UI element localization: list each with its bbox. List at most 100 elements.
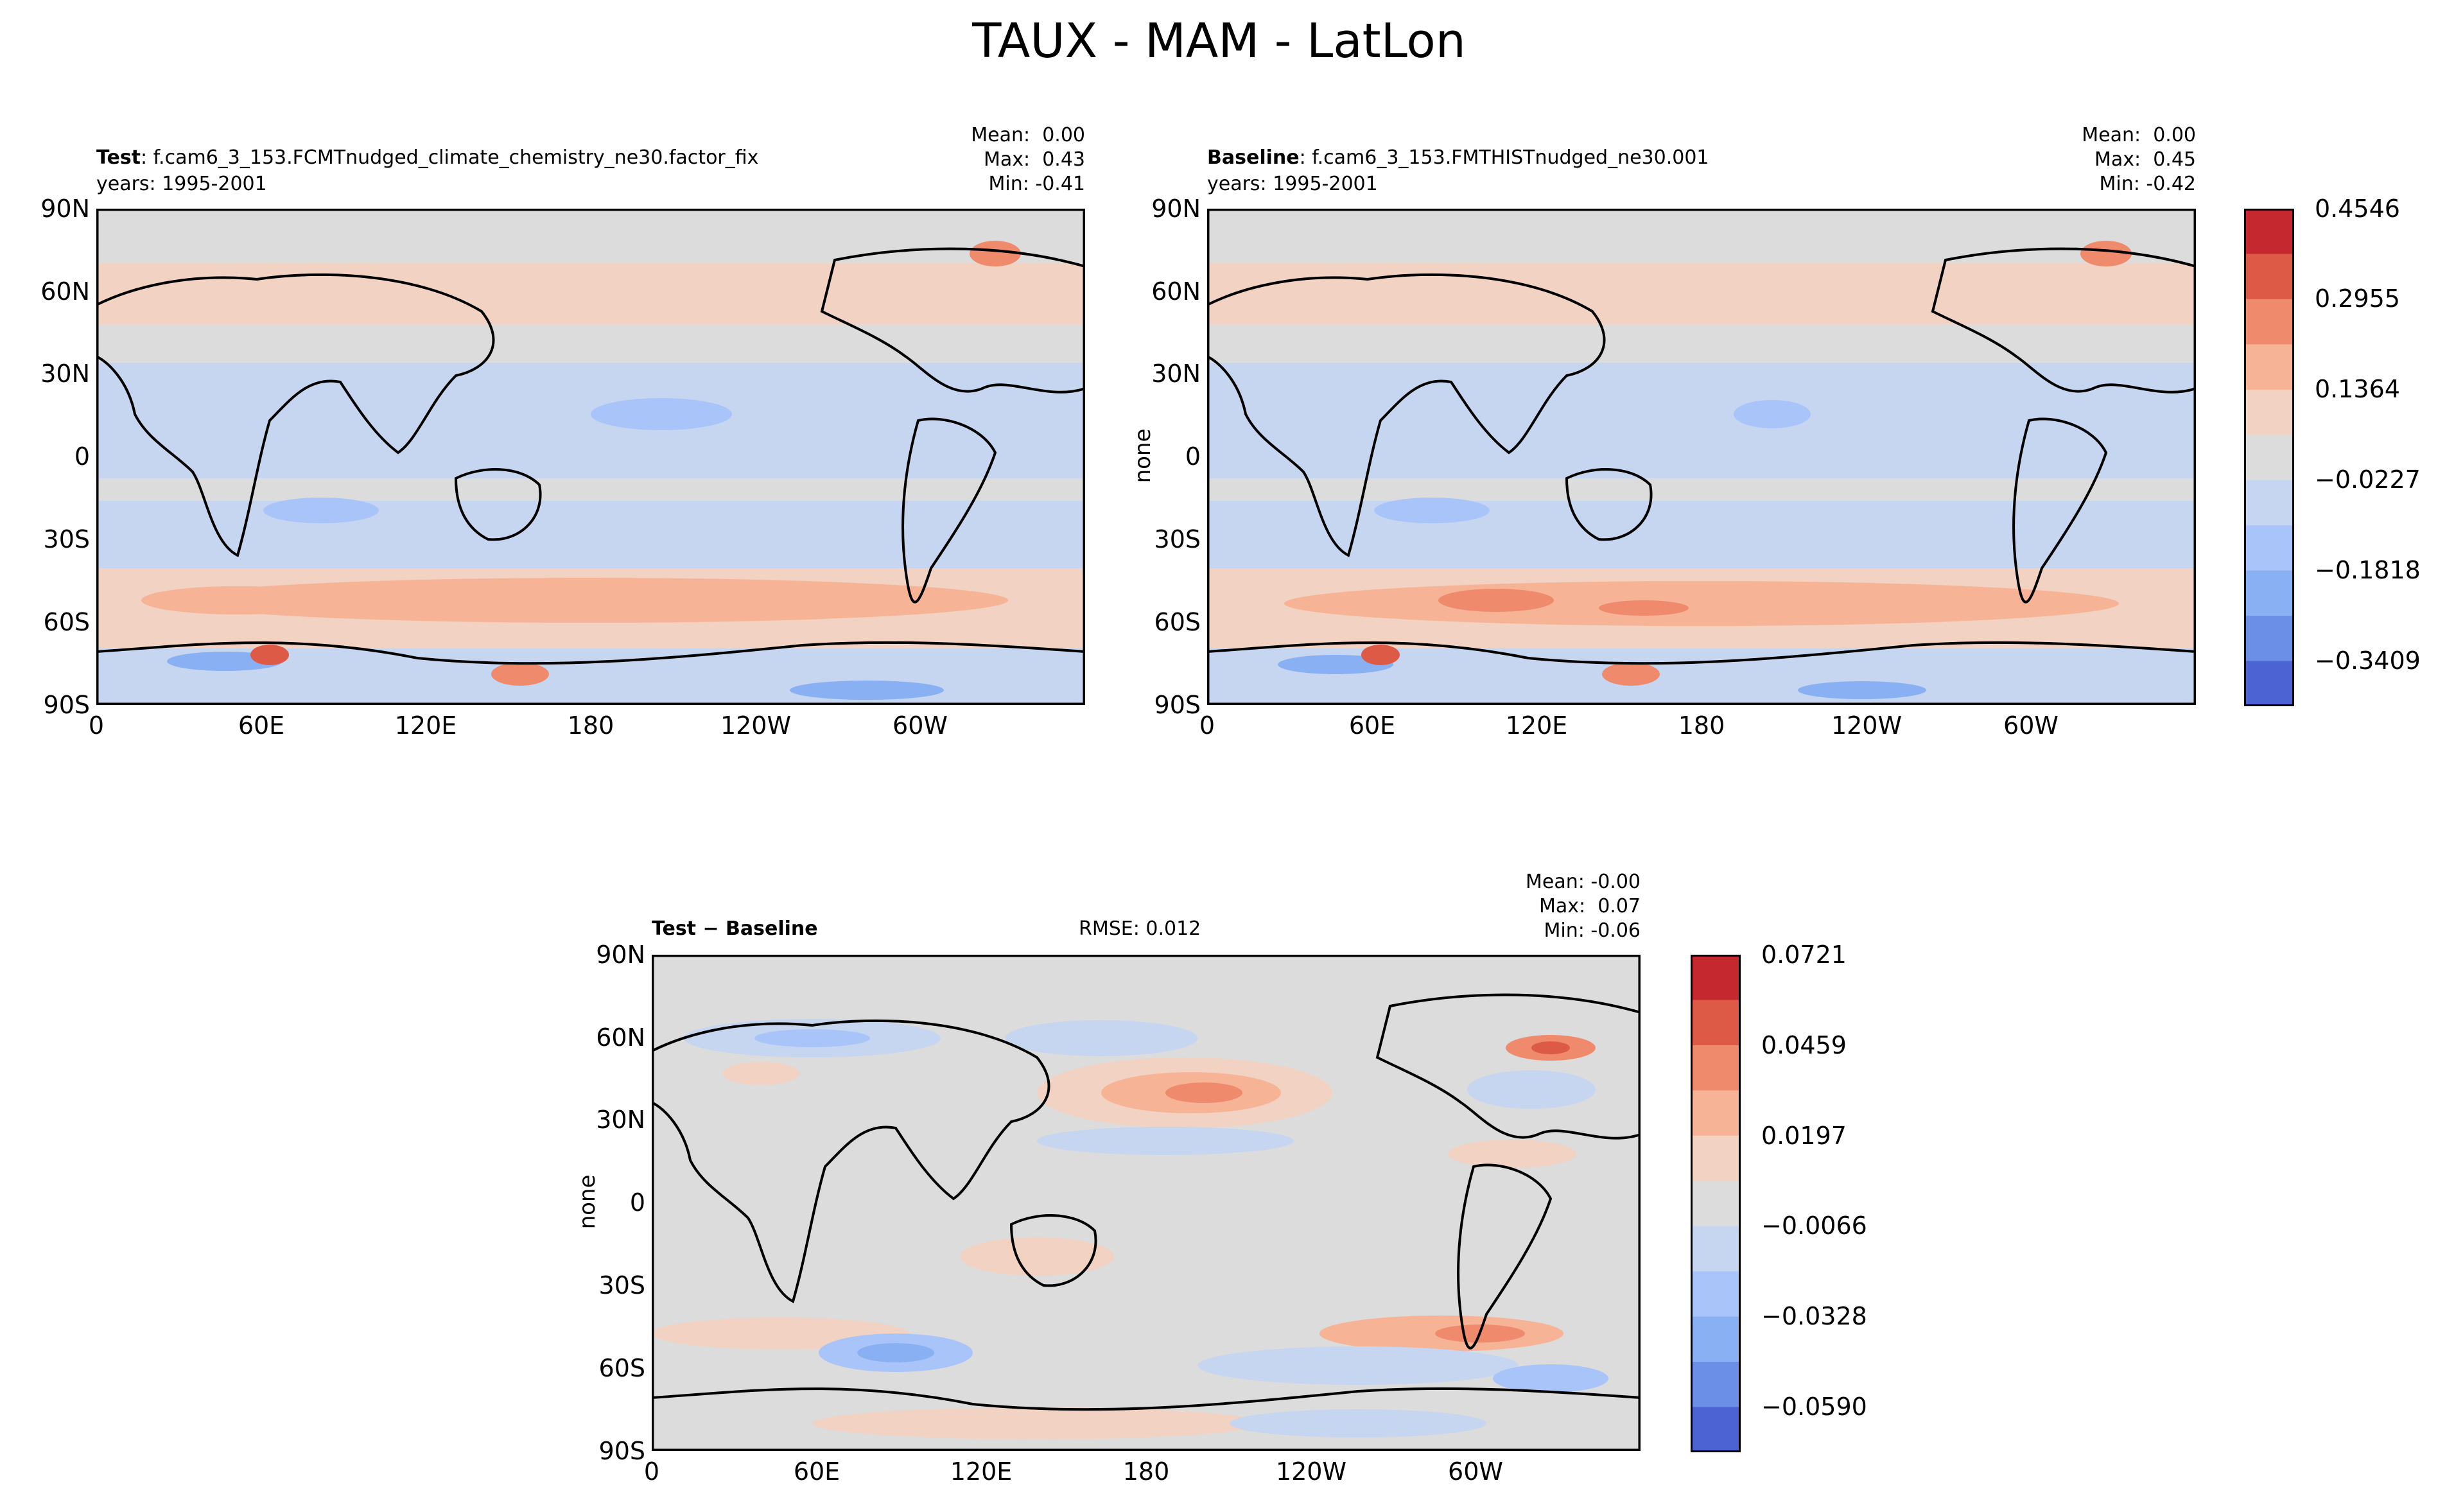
test-max: Max: 0.43	[984, 148, 1085, 171]
diff-xtick: 120E	[950, 1457, 1013, 1486]
diff-colorbar-swatch	[1691, 1090, 1741, 1136]
diff-blue-south-2	[1197, 1346, 1519, 1385]
diff-panel-stats: Mean: -0.00 Max: 0.07 Min: -0.06	[1448, 870, 1641, 943]
test-mean: Mean: 0.00	[971, 124, 1085, 146]
diff-blue-antarctic	[1230, 1409, 1486, 1438]
test-north-america-coast	[820, 247, 1085, 394]
baseline-north-america-coast	[1931, 247, 2196, 394]
test-coastlines	[96, 247, 1085, 665]
test-xtick: 60E	[238, 711, 285, 740]
test-australia-coast	[454, 468, 542, 541]
test-map-frame	[96, 209, 1085, 705]
main-colorbar-swatch	[2244, 570, 2294, 616]
baseline-ytick: 90N	[1151, 195, 1201, 223]
baseline-band-nh-midlat	[1207, 263, 2196, 324]
test-trade-core	[591, 398, 732, 430]
test-xtick: 120W	[720, 711, 792, 740]
diff-coastlines	[652, 993, 1641, 1411]
baseline-south-america-coast	[2012, 417, 2108, 604]
baseline-xtick: 0	[1199, 711, 1215, 740]
diff-australia-coast	[1009, 1214, 1097, 1287]
diff-blue-south-1-core	[857, 1343, 934, 1362]
test-jet-core-west	[141, 586, 334, 614]
diff-colorbar-tick: −0.0066	[1761, 1212, 1867, 1240]
baseline-panel-stats: Mean: 0.00 Max: 0.45 Min: -0.42	[2003, 123, 2196, 196]
diff-colorbar-frame	[1691, 955, 1741, 1452]
diff-red-caribbean	[1448, 1140, 1576, 1168]
baseline-blue-patch-2	[1798, 681, 1926, 699]
test-ytick: 30N	[40, 360, 90, 388]
diff-colorbar-swatch	[1691, 1226, 1741, 1272]
diff-south-america-coast	[1457, 1163, 1553, 1350]
baseline-xtick: 180	[1678, 711, 1725, 740]
diff-blue-nh-2	[1005, 1020, 1197, 1056]
test-antarctica-coast	[96, 641, 1085, 665]
diff-colorbar-swatch	[1691, 1181, 1741, 1227]
baseline-red-patch-2	[1602, 663, 1660, 686]
main-colorbar-tick: 0.4546	[2315, 195, 2400, 223]
diff-min: Min: -0.06	[1544, 919, 1641, 942]
baseline-xtick: 60E	[1348, 711, 1396, 740]
main-colorbar-swatch	[2244, 435, 2294, 481]
diff-rmse: RMSE: 0.012	[1079, 917, 1201, 940]
test-xtick: 60W	[892, 711, 948, 740]
test-xtick: 120E	[394, 711, 457, 740]
test-ytick: 0	[74, 442, 90, 471]
baseline-xtick: 120W	[1831, 711, 1903, 740]
test-blue-patch-2	[790, 681, 944, 700]
main-colorbar-swatch	[2244, 480, 2294, 526]
test-ytick: 90S	[43, 691, 90, 719]
diff-xtick: 120W	[1275, 1457, 1347, 1486]
baseline-band-sh-subtropics	[1207, 501, 2196, 571]
test-arctic-patch	[970, 241, 1021, 266]
test-trade-indian	[263, 498, 379, 523]
main-colorbar-swatch	[2244, 661, 2294, 706]
test-band-nh-midlat	[96, 263, 1085, 324]
diff-ytick: 30N	[596, 1106, 645, 1134]
main-colorbar-tick: −0.0227	[2315, 465, 2421, 494]
test-band-sh-subtropics	[96, 501, 1085, 571]
diff-colorbar	[1691, 955, 1741, 1452]
test-xtick: 180	[567, 711, 614, 740]
main-colorbar-swatches	[2244, 209, 2294, 706]
baseline-ytick: 30S	[1154, 525, 1201, 553]
diff-colorbar-tick: −0.0590	[1761, 1393, 1867, 1421]
baseline-australia-coast	[1565, 468, 1653, 541]
baseline-ytick: 30N	[1151, 360, 1201, 388]
baseline-jet-core	[1284, 581, 2119, 626]
baseline-mean: Mean: 0.00	[2082, 124, 2196, 146]
diff-colorbar-tick: 0.0459	[1761, 1031, 1847, 1059]
baseline-panel-subtitle: years: 1995-2001	[1207, 173, 1378, 195]
diff-colorbar-swatch	[1691, 1000, 1741, 1046]
test-map	[96, 209, 1085, 705]
baseline-map-frame	[1207, 209, 2196, 705]
diff-red-antarctic	[812, 1407, 1262, 1439]
main-colorbar-tick: 0.1364	[2315, 375, 2400, 403]
main-colorbar-swatch	[2244, 299, 2294, 345]
diff-blue-south-3	[1493, 1364, 1608, 1393]
baseline-max: Max: 0.45	[2094, 148, 2196, 171]
diff-colorbar-swatch	[1691, 1407, 1741, 1452]
diff-colorbar-swatches	[1691, 955, 1741, 1452]
test-panel-title: Test: f.cam6_3_153.FCMTnudged_climate_ch…	[96, 146, 759, 169]
diff-ytick: 60N	[596, 1023, 645, 1052]
diff-ytick: 90N	[596, 941, 645, 969]
baseline-ytick: 60N	[1151, 277, 1201, 306]
main-colorbar-frame	[2244, 209, 2294, 706]
diff-xtick: 180	[1122, 1457, 1170, 1486]
diff-xtick: 60E	[793, 1457, 840, 1486]
test-eurasia-africa-coast	[96, 273, 495, 557]
baseline-trade-indian	[1374, 498, 1490, 523]
main-colorbar-swatch	[2244, 616, 2294, 662]
diff-ytick: 0	[629, 1188, 645, 1217]
diff-colorbar-swatch	[1691, 1135, 1741, 1181]
diff-colorbar-tick: −0.0328	[1761, 1302, 1867, 1330]
main-colorbar	[2244, 209, 2294, 706]
diff-red-labrador-core	[1531, 1041, 1570, 1054]
diff-colorbar-swatch	[1691, 1271, 1741, 1317]
test-min: Min: -0.41	[988, 173, 1086, 195]
test-red-patch-1	[250, 645, 289, 665]
diff-north-america-coast	[1375, 993, 1641, 1140]
baseline-xtick: 120E	[1505, 711, 1568, 740]
baseline-ytick: 90S	[1154, 691, 1201, 719]
